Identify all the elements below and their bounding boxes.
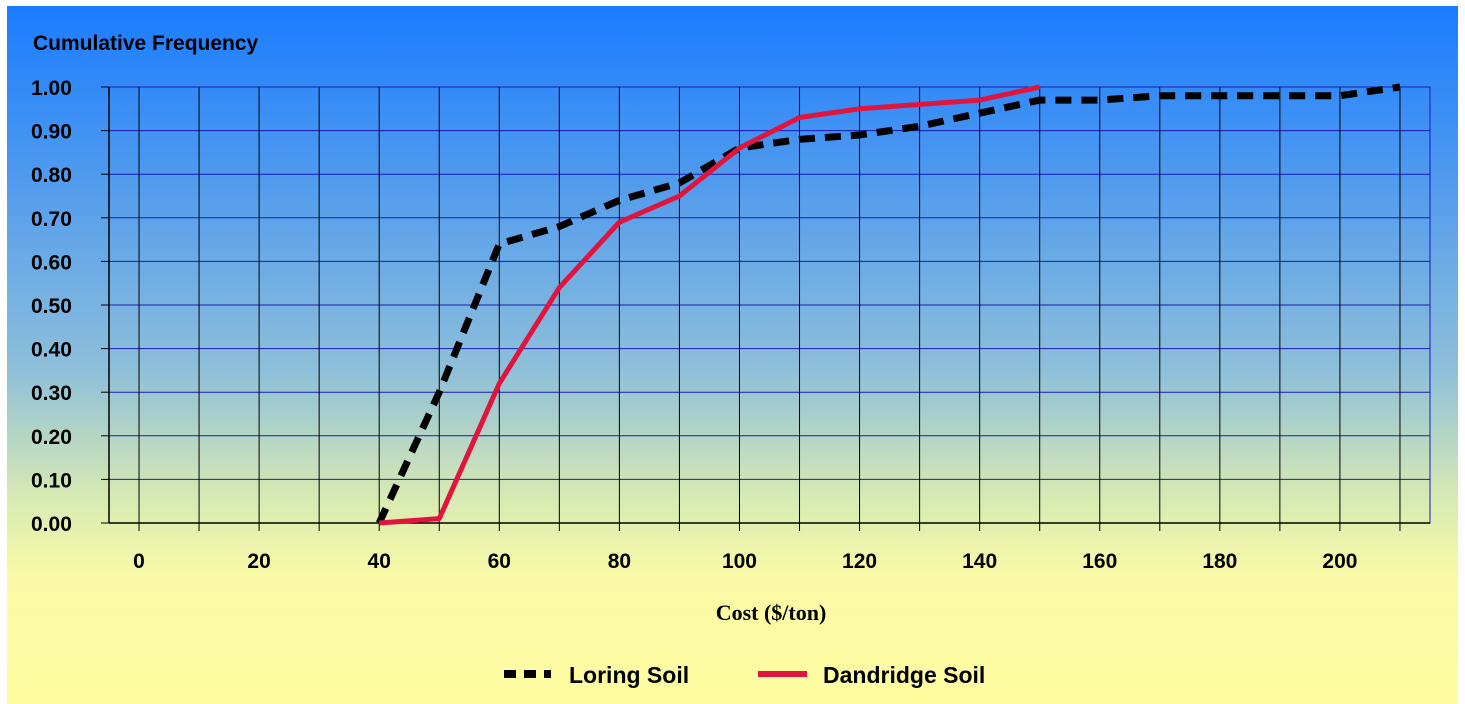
y-axis-title: Cumulative Frequency: [33, 32, 259, 55]
axes: [101, 86, 1431, 531]
x-tick-label: 200: [1322, 550, 1357, 573]
y-tick-label: 0.20: [31, 426, 72, 449]
x-tick-label: 120: [842, 550, 877, 573]
x-tick-label: 40: [368, 550, 391, 573]
y-tick-label: 1.00: [31, 77, 72, 100]
grid: [109, 86, 1430, 524]
x-tick-label: 60: [488, 550, 511, 573]
y-tick-label: 0.50: [31, 295, 72, 318]
series-line-loring-soil: [376, 83, 1401, 525]
legend-label-dandridge: Dandridge Soil: [823, 662, 985, 688]
x-tick-label: 160: [1082, 550, 1117, 573]
series-lines: [376, 83, 1401, 526]
x-tick-label: 0: [133, 550, 145, 573]
x-tick-label: 180: [1202, 550, 1237, 573]
chart: Cumulative Frequency 0.00 0.10 0.20 0.30 0.4…: [31, 32, 1431, 688]
y-tick-label: 0.10: [31, 469, 72, 492]
y-tick-label: 0.40: [31, 339, 72, 362]
x-tick-label: 80: [608, 550, 631, 573]
y-tick-label: 0.30: [31, 382, 72, 405]
series-line-dandridge-soil: [379, 84, 1041, 526]
x-axis-title: Cost ($/ton): [716, 600, 827, 625]
y-tick-label: 0.80: [31, 164, 72, 187]
x-tick-labels: 0 20 40 60 80 100 120 140 160 180 200: [133, 550, 1357, 573]
legend-label-loring: Loring Soil: [569, 662, 689, 688]
legend: Loring Soil Dandridge Soil: [504, 662, 985, 688]
y-tick-label: 0.90: [31, 121, 72, 144]
y-tick-label: 0.60: [31, 251, 72, 274]
y-tick-label: 0.70: [31, 208, 72, 231]
x-tick-label: 100: [722, 550, 757, 573]
y-tick-labels: 0.00 0.10 0.20 0.30 0.40 0.50 0.60 0.70 0.80 0.90…: [31, 77, 72, 536]
x-tick-label: 20: [247, 550, 270, 573]
chart-frame: Cumulative Frequency 0.00 0.10 0.20 0.30 0.4…: [7, 6, 1458, 704]
y-tick-label: 0.00: [31, 513, 72, 536]
x-tick-label: 140: [962, 550, 997, 573]
